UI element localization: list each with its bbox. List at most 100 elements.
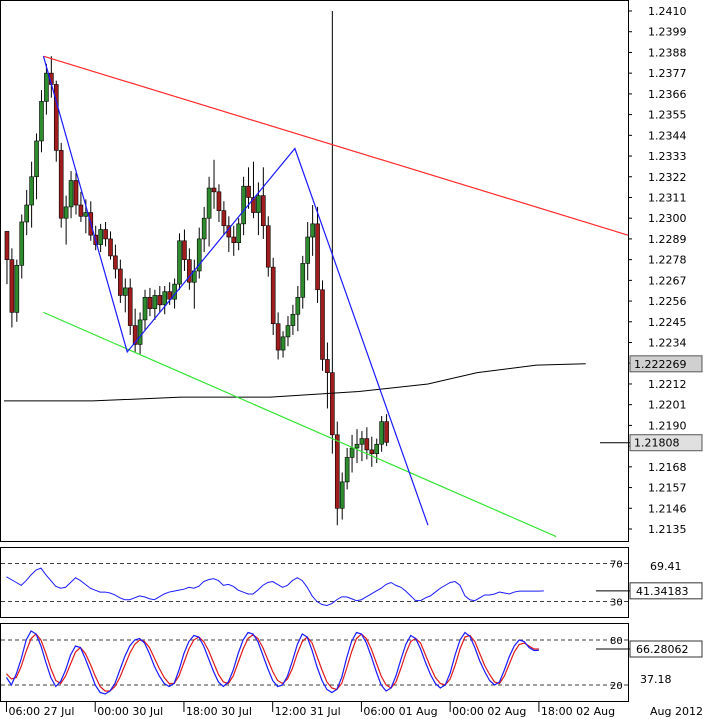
time-axis: 06:00 27 Jul 00:00 30 Jul 18:00 30 Jul 12:0… bbox=[5, 702, 615, 718]
candle-body bbox=[290, 313, 296, 326]
candle-body bbox=[359, 438, 365, 445]
zigzag-line bbox=[42, 56, 429, 526]
candle-body bbox=[73, 180, 79, 206]
price-axis: 1.2410 1.2399 1.2388 1.2377 1.2366 1.2355 1.23… bbox=[628, 5, 687, 536]
candle-body bbox=[142, 297, 148, 321]
candle-body bbox=[68, 180, 74, 208]
candle-body bbox=[374, 443, 380, 454]
moving-average-line bbox=[4, 363, 586, 402]
candle-body bbox=[39, 101, 44, 142]
price-tick-label: 1.2146 bbox=[648, 502, 687, 515]
candle-body bbox=[98, 229, 103, 245]
candle-body bbox=[270, 266, 276, 324]
price-tick-label: 1.2322 bbox=[648, 171, 687, 184]
price-badges: 1.222269 1.21808 bbox=[600, 355, 703, 452]
candle-body bbox=[384, 421, 389, 443]
indicator-badge-label: 41.34183 bbox=[636, 585, 689, 598]
time-tick-label: 06:00 01 Aug bbox=[363, 705, 437, 718]
rsi-levels: 70 30 bbox=[1, 559, 628, 609]
candle-body bbox=[261, 195, 266, 227]
price-tick-label: 1.2267 bbox=[648, 274, 687, 287]
time-tick-label: 00:00 30 Jul bbox=[97, 705, 163, 718]
candle-body bbox=[310, 223, 315, 238]
price-tick-label: 1.2190 bbox=[648, 419, 687, 432]
price-badge-box bbox=[629, 355, 703, 373]
stochastic-scale-label: 37.18 bbox=[640, 673, 672, 686]
stochastic-panel-frame bbox=[0, 623, 629, 702]
candle-body bbox=[103, 229, 108, 240]
candles bbox=[4, 11, 389, 526]
candle-body bbox=[118, 268, 123, 296]
price-tick-label: 1.2300 bbox=[648, 212, 687, 225]
price-panel-frame bbox=[0, 0, 629, 542]
candle-body bbox=[132, 325, 138, 345]
candle-body bbox=[354, 443, 360, 449]
stochastic-main-line bbox=[5, 630, 539, 695]
rsi-line bbox=[6, 567, 544, 606]
candle-body bbox=[256, 195, 261, 213]
candle-body bbox=[157, 295, 163, 306]
candle-body bbox=[315, 223, 320, 291]
price-tick-label: 1.2333 bbox=[648, 150, 687, 163]
candle-body bbox=[63, 206, 69, 219]
level-label: 20 bbox=[610, 681, 623, 692]
candle-body bbox=[330, 372, 335, 436]
candle-body bbox=[251, 197, 256, 213]
candle-body bbox=[29, 176, 34, 206]
price-badge-label: 1.21808 bbox=[634, 437, 680, 450]
candle-body bbox=[177, 240, 182, 285]
price-tick-label: 1.2399 bbox=[648, 26, 687, 39]
candle-body bbox=[231, 236, 237, 243]
candle-body bbox=[4, 231, 10, 260]
candle-body bbox=[137, 319, 143, 345]
candle-body bbox=[349, 447, 355, 458]
price-tick-label: 1.2256 bbox=[648, 295, 687, 308]
candle-body bbox=[147, 297, 153, 309]
candle-body bbox=[83, 212, 89, 217]
price-tick-label: 1.2168 bbox=[648, 461, 687, 474]
price-badge-label: 1.222269 bbox=[634, 358, 687, 371]
price-tick-label: 1.2212 bbox=[648, 378, 687, 391]
indicator-badge-label: 66.28062 bbox=[636, 643, 689, 656]
stochastic-current-badge: 66.28062 bbox=[596, 640, 703, 658]
level-label: 30 bbox=[610, 598, 623, 609]
candle-body bbox=[196, 238, 202, 272]
candle-body bbox=[9, 259, 15, 313]
candle-body bbox=[216, 191, 222, 211]
price-tick-label: 1.2135 bbox=[648, 523, 687, 536]
candle-body bbox=[236, 223, 241, 243]
candle-body bbox=[187, 259, 192, 283]
candle-body bbox=[221, 210, 227, 227]
candle-body bbox=[339, 481, 345, 509]
candle-body bbox=[364, 438, 370, 451]
price-tick-label: 1.2377 bbox=[648, 67, 687, 80]
time-tick-label: 12:00 31 Jul bbox=[275, 705, 341, 718]
time-tick-label: 00:00 02 Aug bbox=[452, 705, 526, 718]
candle-body bbox=[182, 240, 187, 260]
price-tick-label: 1.2245 bbox=[648, 316, 687, 329]
candle-body bbox=[24, 204, 29, 223]
time-tick-label: 18:00 30 Jul bbox=[186, 705, 252, 718]
stochastic-signal-line bbox=[6, 633, 539, 692]
candle-body bbox=[320, 289, 325, 360]
price-tick-label: 1.2355 bbox=[648, 109, 687, 122]
candle-body bbox=[275, 323, 281, 351]
candle-body bbox=[34, 140, 39, 178]
candle-body bbox=[162, 291, 168, 306]
candle-body bbox=[152, 295, 158, 309]
level-label: 70 bbox=[610, 559, 623, 570]
candle-body bbox=[305, 236, 310, 264]
candle-body bbox=[53, 84, 59, 151]
candle-body bbox=[300, 263, 306, 298]
candle-body bbox=[127, 287, 133, 326]
price-tick-label: 1.2366 bbox=[648, 88, 687, 101]
candle-body bbox=[211, 187, 217, 193]
level-label: 80 bbox=[610, 636, 623, 647]
candle-body bbox=[285, 325, 291, 338]
stochastic-levels: 80 20 bbox=[1, 636, 628, 692]
price-tick-label: 1.2201 bbox=[648, 399, 687, 412]
candle-body bbox=[19, 221, 25, 266]
price-tick-label: 1.2234 bbox=[648, 337, 687, 350]
candle-body bbox=[108, 238, 113, 257]
candle-body bbox=[201, 217, 207, 240]
